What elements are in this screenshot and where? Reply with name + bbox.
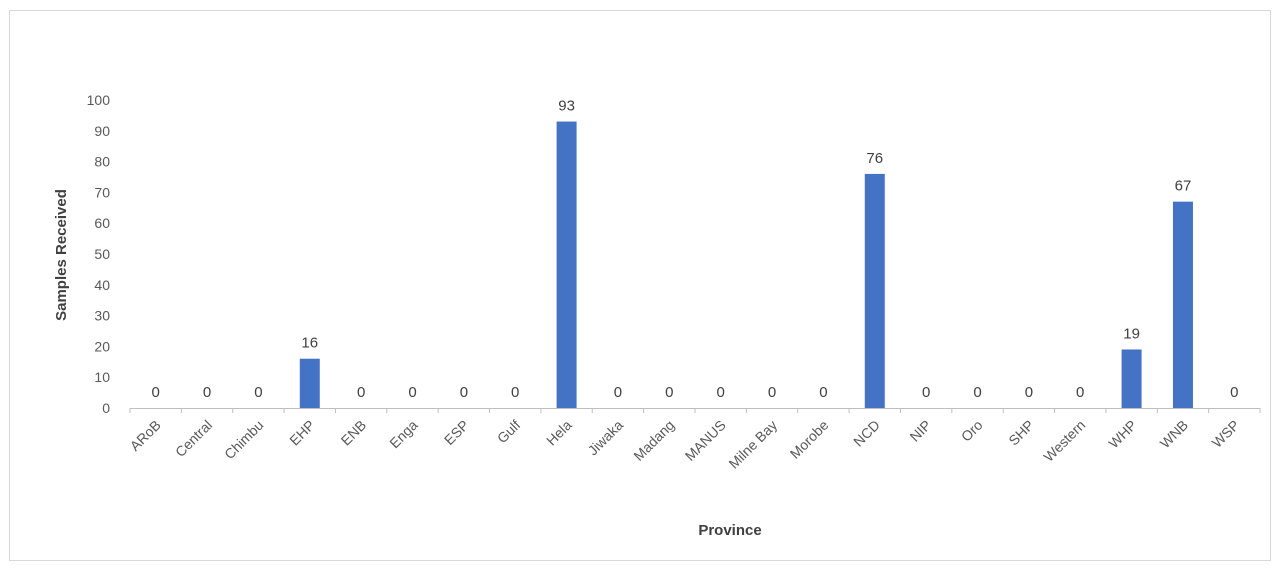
data-label: 0: [511, 384, 519, 401]
y-tick-label: 50: [94, 246, 110, 262]
data-label: 0: [152, 384, 160, 401]
y-tick-label: 70: [94, 184, 110, 200]
data-label: 0: [614, 384, 622, 401]
bar: [556, 121, 577, 408]
x-tick-label: NCD: [850, 417, 883, 450]
data-label: 67: [1175, 178, 1192, 195]
data-label: 0: [1230, 384, 1238, 401]
x-tick-label: Western: [1040, 417, 1088, 465]
data-label: 16: [301, 335, 318, 352]
x-tick-label: ENB: [338, 417, 370, 449]
y-tick-label: 40: [94, 277, 110, 293]
y-tick-label: 80: [94, 154, 110, 170]
y-tick-label: 30: [94, 308, 110, 324]
data-label: 0: [460, 384, 468, 401]
x-axis-title: Province: [698, 522, 761, 539]
x-tick-label: WSP: [1209, 417, 1243, 451]
chart-area: [9, 10, 1271, 561]
data-label: 19: [1123, 325, 1140, 342]
data-label: 0: [768, 384, 776, 401]
x-tick-label: Central: [172, 417, 215, 460]
data-labels: 0 0 0 16 0 0 0 0 93 0 0 0 0 0 76 0 0 0 0 19 67 0: [152, 98, 1239, 401]
x-tick-label: Enga: [386, 417, 421, 452]
x-tick-label: ARoB: [127, 417, 164, 454]
data-label: 0: [819, 384, 827, 401]
data-label: 0: [665, 384, 673, 401]
data-label: 0: [717, 384, 725, 401]
y-tick-label: 60: [94, 215, 110, 231]
x-tick-label: Morobe: [787, 417, 832, 462]
x-tick-label: Milne Bay: [725, 417, 780, 472]
x-tick-label: WHP: [1105, 417, 1139, 451]
x-tick-label: ESP: [441, 417, 472, 448]
x-tick-label: Gulf: [494, 417, 524, 447]
bar: [864, 173, 885, 408]
data-label: 93: [558, 98, 575, 115]
bar: [1172, 201, 1193, 408]
data-label: 0: [1076, 384, 1084, 401]
x-tick-label: Madang: [630, 417, 677, 464]
x-tick-label: Oro: [958, 417, 986, 445]
x-axis-ticks: ARoB Central Chimbu EHP ENB Enga ESP Gulf Hela Ji…: [127, 408, 1261, 472]
bar: [299, 358, 320, 408]
x-tick-label: EHP: [286, 417, 318, 449]
y-tick-label: 10: [94, 369, 110, 385]
x-tick-label: Jiwaka: [585, 417, 627, 459]
data-label: 0: [254, 384, 262, 401]
y-tick-label: 20: [94, 338, 110, 354]
data-label: 76: [866, 150, 883, 167]
y-tick-label: 90: [94, 123, 110, 139]
y-axis-title: Samples Received: [53, 189, 70, 321]
x-tick-label: Hela: [543, 417, 575, 449]
data-label: 0: [408, 384, 416, 401]
y-tick-label: 100: [87, 92, 111, 108]
x-tick-label: NIP: [906, 417, 934, 445]
data-label: 0: [357, 384, 365, 401]
x-tick-label: WNB: [1157, 417, 1191, 451]
data-label: 0: [973, 384, 981, 401]
x-tick-label: MANUS: [682, 417, 729, 464]
y-axis-ticks: 0 10 20 30 40 50 60 70 80 90 100: [87, 92, 111, 416]
bar: [1121, 349, 1142, 408]
x-tick-label: Chimbu: [221, 417, 266, 462]
data-label: 0: [1025, 384, 1033, 401]
y-tick-label: 0: [102, 400, 110, 416]
data-label: 0: [922, 384, 930, 401]
x-tick-label: SHP: [1005, 417, 1037, 449]
bars: [299, 121, 1193, 408]
data-label: 0: [203, 384, 211, 401]
